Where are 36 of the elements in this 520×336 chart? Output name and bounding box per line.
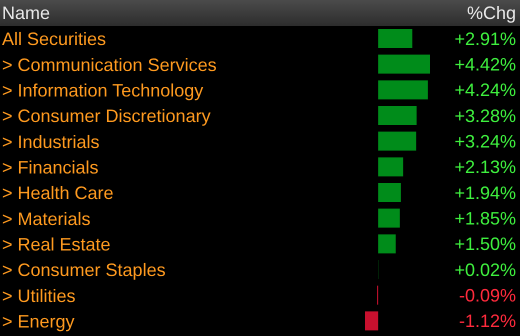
bar <box>378 157 404 176</box>
y-tick-label: > Real Estate <box>2 234 111 254</box>
y-tick-label: > Energy <box>2 311 75 332</box>
y-axis-title: Name <box>2 3 50 24</box>
y-tick-label: > Consumer Staples <box>2 260 166 280</box>
y-tick-label: > Consumer Discretionary <box>2 106 211 126</box>
data-label: -0.09% <box>458 285 516 306</box>
data-label: +3.24% <box>454 131 516 152</box>
data-label: +4.42% <box>454 54 516 74</box>
data-label: +1.50% <box>454 234 516 254</box>
bar <box>365 311 378 330</box>
data-label: +0.02% <box>454 260 516 280</box>
data-label: -1.12% <box>458 311 516 332</box>
y-tick-label: All Securities <box>2 29 106 50</box>
y-tick-label: > Health Care <box>2 183 114 204</box>
bar <box>378 80 428 100</box>
data-label: +1.94% <box>454 182 516 203</box>
y-tick-label: > Industrials <box>2 132 100 152</box>
y-tick-label: > Communication Services <box>2 54 217 75</box>
bar <box>378 234 396 254</box>
data-label: +1.85% <box>454 208 516 228</box>
bar <box>378 183 401 202</box>
data-label: +3.28% <box>454 106 516 126</box>
y-tick-label: > Materials <box>2 208 91 229</box>
data-label: +2.13% <box>454 157 516 178</box>
x-axis-title: %Chg <box>466 3 516 24</box>
bar <box>378 106 417 125</box>
bar <box>378 54 430 74</box>
bar <box>378 208 400 228</box>
bar <box>378 132 416 151</box>
data-label: +4.24% <box>454 80 516 100</box>
y-tick-label: > Information Technology <box>2 80 204 100</box>
data-label: +2.91% <box>454 28 516 49</box>
y-tick-label: > Utilities <box>2 286 76 306</box>
bar <box>378 29 412 48</box>
y-tick-label: > Financials <box>2 157 99 178</box>
